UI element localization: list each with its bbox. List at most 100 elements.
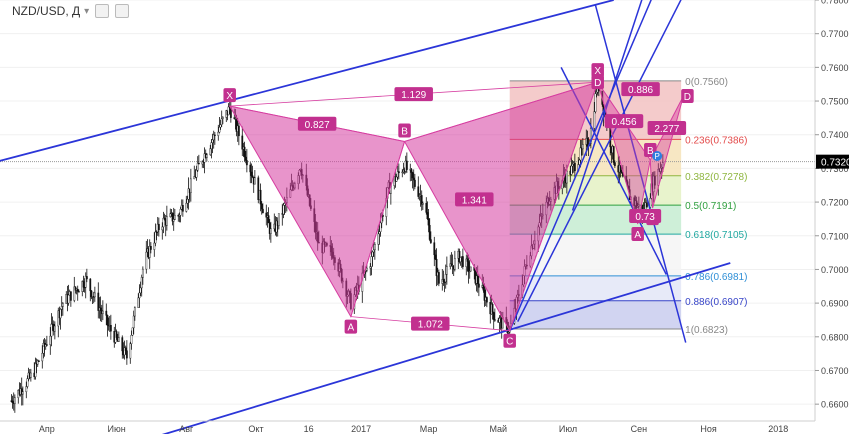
candle-body [227,106,230,116]
candle-body [434,254,437,260]
candle-body [50,323,53,337]
candle-body [661,162,664,168]
interval-label[interactable]: Д [72,4,81,18]
current-price-tag-bg [816,154,849,169]
x-tick-label: Окт [248,424,263,434]
right-ratio-label: 0.73 [635,212,655,223]
candle-body [476,275,479,285]
candle-body [259,189,262,205]
candle-body [637,204,640,207]
right-point-label-bg [591,63,604,78]
candle-body [482,285,485,291]
pattern-point-label-bg [591,75,604,90]
candle-body [450,263,453,267]
y-tick-label: 0.7500 [821,97,849,107]
candle-body [277,213,280,226]
candle-body [140,277,143,289]
candle-body [36,360,39,365]
candle-body [429,239,432,243]
candle-body [498,318,501,323]
pattern-ratio-label: 1.129 [401,90,426,101]
candle-body [153,242,156,250]
candle-body [145,251,148,270]
candle-body [589,128,592,144]
candle-body [117,337,120,342]
candle-body [97,292,100,311]
candle-body [251,175,254,178]
pattern-point-label: B [401,126,408,137]
candle-body [141,268,144,278]
x-tick-label: 2018 [768,424,788,434]
candle-body [243,146,246,158]
candle-body [465,258,468,267]
candle-body [186,199,189,204]
candle-body [625,176,628,182]
candle-body [115,331,118,338]
y-tick-label: 0.6800 [821,332,849,342]
candle-body [196,162,199,171]
chevron-down-icon[interactable]: ▾ [84,5,90,17]
x-tick-label: Авг [179,424,194,434]
pattern-ratio-label-bg [455,192,494,207]
candle-body [163,217,166,220]
fork-line [517,0,682,322]
candle-body [370,256,373,267]
y-tick-label: 0.7600 [821,63,849,73]
candle-body [250,171,253,176]
candle-body [45,344,48,346]
candle-body [42,343,45,354]
candle-body [220,118,223,125]
candle-body [660,166,663,169]
candle-body [74,286,77,291]
right-point-label-bg [681,88,694,103]
candle-body [485,297,488,303]
compare-icon[interactable] [95,4,110,18]
pattern-point-label: A [348,323,355,334]
candle-body [573,162,576,172]
candle-body [137,297,140,308]
candle-body [217,131,220,136]
candle-body [458,251,461,262]
x-tick-label: Июл [559,424,577,434]
pattern-point-label: X [226,91,233,102]
right-point-label: D [684,92,691,103]
candle-body [138,292,141,299]
candle-body [396,171,399,178]
candle-body [433,242,436,256]
candle-body [105,310,108,316]
pattern-point-label-bg [344,319,358,334]
y-tick-label: 0.7000 [821,265,849,275]
candle-body [187,188,190,200]
pattern-ratio-label: 1.341 [462,195,487,206]
add-symbol-icon[interactable] [115,4,130,18]
candle-body [49,335,52,345]
candle-body [133,307,136,317]
x-tick-label: Сен [631,424,648,434]
symbol-label[interactable]: NZD/USD [12,4,66,18]
candle-body [171,212,174,222]
fib-level-label: 0.618(0.7105) [685,230,747,241]
candle-body [283,203,286,206]
candle-body [371,251,374,257]
fib-level-label: 0.5(0.7191) [685,201,736,212]
fib-level-label: 0.236(0.7386) [685,135,747,146]
candle-body [377,233,380,245]
candle-body [162,217,165,228]
candle-body [109,325,112,332]
candle-body [420,195,423,205]
candle-body [179,208,182,216]
right-point-label-bg [631,226,644,241]
candle-body [581,144,584,150]
candle-body [269,228,272,234]
candle-body [657,168,660,186]
candle-body [427,218,430,226]
candle-body [461,256,464,267]
fib-level-label: 0.382(0.7278) [685,172,747,183]
candle-body [195,169,198,178]
candle-body [469,266,472,272]
right-ratio-label: 2.277 [654,124,679,135]
y-tick-label: 0.7400 [821,130,849,140]
x-tick-label: Май [489,424,507,434]
